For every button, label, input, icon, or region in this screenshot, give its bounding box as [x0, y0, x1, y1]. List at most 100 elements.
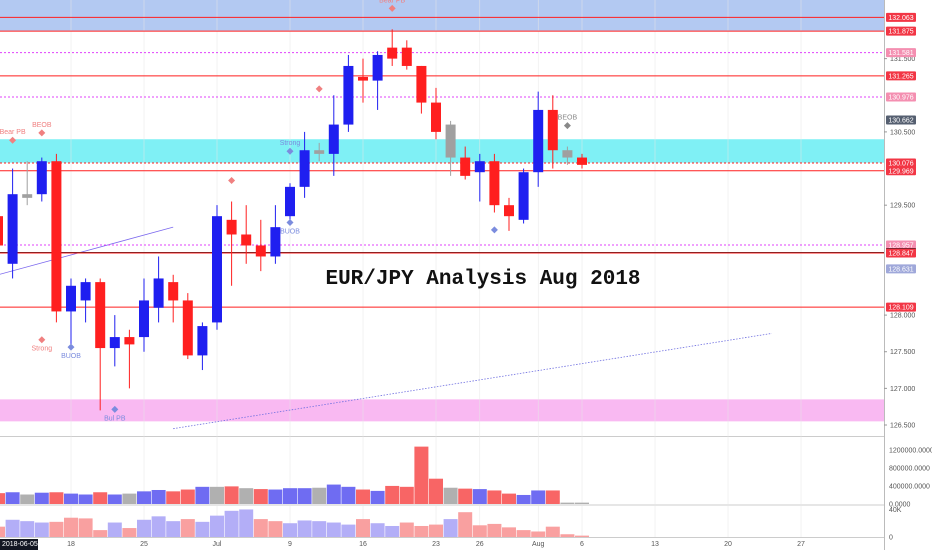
volume-bar-13: [180, 489, 195, 504]
zone-0: [0, 0, 884, 31]
osc-bar-15: [210, 515, 224, 537]
volume-panel: [0, 446, 589, 504]
time-label-12: 27: [797, 541, 805, 548]
time-label-7: 26: [476, 541, 484, 548]
candle-body-19: [270, 227, 281, 257]
signal-marker-0: [9, 136, 17, 144]
signal-6: Strong: [280, 140, 301, 155]
signal-marker-5: [228, 177, 236, 185]
time-badge-bg-0: [0, 539, 38, 550]
osc-bar-40: [575, 535, 589, 537]
volume-bar-2: [20, 494, 35, 504]
time-label-1: 18: [67, 541, 75, 548]
candle-6: [80, 278, 91, 323]
candle-26: [372, 51, 383, 110]
candle-body-22: [314, 150, 325, 154]
price-badge-label-5: 130.662: [888, 118, 913, 125]
candle-24: [343, 54, 354, 132]
price-badge-bg-10: [886, 248, 916, 258]
volume-bar-29: [414, 446, 429, 504]
candle-17: [241, 205, 252, 264]
candle-16: [226, 201, 237, 286]
candle-4: [51, 153, 62, 323]
osc-bar-19: [268, 521, 283, 537]
signal-7: BUOB: [280, 219, 300, 236]
candle-30: [431, 87, 441, 140]
price-badge-bg-6: [886, 158, 916, 168]
volume-bar-3: [34, 492, 49, 504]
time-label-4: 9: [288, 541, 292, 548]
volume-bar-24: [341, 486, 356, 504]
osc-bar-17: [239, 509, 254, 537]
osc-bar-9: [122, 528, 137, 537]
price-badge-8: 128.957: [886, 240, 916, 250]
volume-bar-20: [283, 488, 297, 504]
signal-10: [490, 226, 498, 234]
price-tick-3: 127.000: [890, 386, 915, 393]
candle-body-0: [0, 216, 3, 246]
osc-bar-20: [283, 523, 297, 537]
price-badge-1: 131.875: [886, 26, 916, 36]
price-badge-5: 130.662: [886, 115, 916, 125]
candle-body-6: [80, 282, 91, 301]
osc-bar-8: [107, 522, 122, 537]
osc-bar-18: [253, 519, 268, 537]
candle-body-4: [51, 161, 62, 312]
osc-bar-16: [224, 510, 239, 537]
candle-body-27: [387, 47, 398, 59]
volume-bar-40: [575, 502, 589, 504]
candle-body-13: [182, 300, 193, 356]
candle-12: [168, 274, 179, 323]
candle-9: [124, 329, 135, 389]
oscillator-panel: [0, 509, 589, 537]
signal-8: [315, 85, 323, 93]
volume-bar-38: [545, 490, 560, 504]
candle-39: [562, 146, 573, 165]
signal-layer: Bear PB BEOB Strong BUOB Bul PB Strong BUOB Bea…: [0, 0, 577, 422]
volume-bar-18: [253, 489, 268, 504]
time-axis-bg: [0, 538, 884, 550]
volume-bar-8: [107, 494, 122, 504]
time-badge-0: 2018-06-05: [0, 539, 38, 550]
osc-bar-13: [180, 519, 195, 537]
price-badge-3: 131.265: [886, 71, 916, 81]
time-label-3: Jul: [213, 541, 222, 548]
osc-bar-22: [312, 521, 327, 537]
osc-bar-31: [443, 519, 458, 537]
price-badge-4: 130.976: [886, 92, 916, 102]
candle-body-8: [109, 337, 120, 349]
candle-body-38: [547, 109, 558, 151]
signal-label-6: Strong: [280, 140, 301, 147]
volume-bar-17: [239, 488, 254, 504]
zone-layer: [0, 0, 884, 422]
osc-bar-23: [326, 522, 341, 537]
candle-body-21: [299, 150, 310, 187]
osc-bar-6: [78, 518, 93, 537]
price-badge-bg-11: [886, 264, 916, 274]
candle-body-9: [124, 337, 135, 345]
signal-marker-4: [111, 405, 119, 413]
price-badge-bg-8: [886, 240, 916, 250]
candle-body-34: [489, 161, 500, 206]
osc-bar-4: [49, 521, 64, 537]
price-badge-label-7: 129.969: [888, 168, 913, 175]
volume-tick-0: 1200000.0000: [889, 447, 932, 454]
signal-2: Strong: [31, 336, 52, 353]
volume-bar-34: [487, 490, 502, 504]
volume-bar-10: [137, 491, 151, 504]
candle-body-2: [22, 194, 33, 198]
candle-body-1: [7, 194, 18, 264]
candle-3: [36, 157, 47, 202]
candle-body-18: [255, 245, 266, 257]
candle-body-7: [95, 282, 106, 349]
volume-bar-35: [502, 493, 516, 504]
candle-37: [533, 91, 544, 187]
candle-body-29: [416, 65, 427, 103]
candle-body-28: [401, 47, 412, 66]
volume-bar-32: [458, 488, 473, 504]
candle-34: [489, 153, 500, 213]
price-badge-label-6: 130.076: [888, 160, 913, 167]
osc-bar-1: [5, 519, 20, 537]
